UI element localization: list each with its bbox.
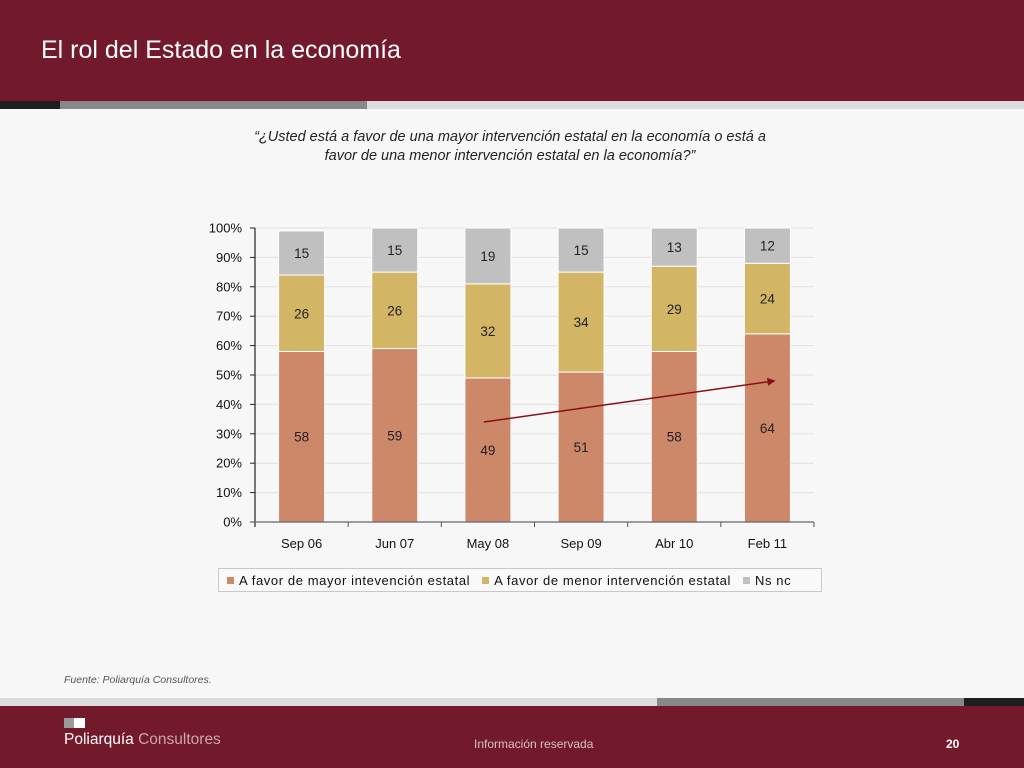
x-tick-label: Feb 11: [748, 536, 788, 551]
header-stripe-gray: [60, 101, 367, 109]
survey-question: “¿Usted está a favor de una mayor interv…: [200, 128, 820, 166]
chart-legend: A favor de mayor intevención estatal A f…: [218, 568, 822, 592]
x-tick-labels: Sep 06 Jun 07 May 08 Sep 09 Abr 10 Feb 11: [281, 536, 787, 551]
question-line-2: favor de una menor intervención estatal …: [324, 148, 696, 164]
bar-data-label: 64: [760, 421, 776, 436]
bar-segment: [557, 371, 605, 523]
y-tick-label: 80%: [216, 279, 242, 294]
question-line-1: “¿Usted está a favor de una mayor interv…: [254, 129, 766, 145]
bar-data-label: 15: [387, 243, 402, 258]
company-logo: Poliarquía Consultores: [64, 731, 221, 749]
page-number: 20: [946, 737, 960, 751]
bar-segment: [650, 350, 698, 523]
bar-segment: [371, 271, 419, 350]
y-tick-label: 40%: [216, 397, 242, 412]
bar-data-label: 26: [294, 306, 309, 321]
x-tick-label: Sep 06: [281, 536, 322, 551]
bar-segment: [557, 271, 605, 373]
x-tick-label: Jun 07: [375, 536, 414, 551]
bar-data-label: 19: [480, 249, 495, 264]
y-tick-label: 30%: [216, 426, 242, 441]
x-tick-label: Abr 10: [655, 536, 693, 551]
header-stripe-dark: [0, 101, 60, 109]
legend-item-mayor: A favor de mayor intevención estatal: [227, 573, 470, 588]
legend-swatch-menor: [482, 576, 490, 584]
gridlines: [255, 227, 814, 494]
legend-swatch-nsnc: [743, 576, 750, 584]
header-stripe-light: [367, 101, 1024, 109]
legend-label-mayor: A favor de mayor intevención estatal: [239, 572, 471, 588]
logo-square-white-icon: [74, 718, 85, 728]
bar-segment: [650, 265, 698, 352]
bar-data-label: 13: [667, 240, 682, 255]
header-bar: El rol del Estado en la economía: [0, 0, 1024, 101]
footer-bar: [0, 706, 1024, 768]
axes: [250, 227, 815, 527]
bar-segment: [464, 227, 512, 285]
bar-labels: 58 26 15 59 26 15 49 32 19 51 34 15 58 29 13 64 24 12: [294, 239, 775, 458]
trend-arrow: [483, 377, 776, 423]
bar-data-label: 15: [574, 243, 589, 258]
bar-segment: [743, 227, 791, 264]
bars: [278, 227, 791, 523]
bar-data-label: 29: [667, 302, 682, 317]
legend-label-menor: A favor de menor intervención estatal: [494, 572, 731, 588]
y-tick-label: 50%: [216, 368, 242, 383]
legend-item-menor: A favor de menor intervención estatal: [482, 573, 731, 588]
bar-segment: [464, 283, 512, 379]
bar-data-label: 15: [294, 246, 309, 261]
bar-segment: [371, 227, 419, 273]
confidential-note: Información reservada: [474, 737, 594, 751]
bar-segment: [743, 333, 791, 523]
footer-stripe-dark: [964, 698, 1024, 706]
logo-text-bold: Poliarquía: [64, 731, 134, 748]
page-title: El rol del Estado en la economía: [41, 36, 401, 64]
legend-item-nsnc: Ns nc: [743, 573, 791, 588]
source-note: Fuente: Poliarquía Consultores.: [64, 674, 212, 686]
bar-data-label: 32: [480, 324, 495, 339]
bar-segment: [278, 274, 326, 352]
bar-segment: [557, 227, 605, 273]
legend-swatch-mayor: [227, 576, 234, 584]
legend-label-nsnc: Ns nc: [755, 572, 792, 588]
logo-text-light: Consultores: [133, 731, 221, 748]
x-tick-label: Sep 09: [560, 536, 601, 551]
bar-segment: [371, 348, 419, 523]
footer-stripe-gray: [657, 698, 964, 706]
y-tick-label: 90%: [216, 250, 242, 265]
bar-segment: [278, 230, 326, 276]
bar-data-label: 51: [574, 440, 589, 455]
bar-data-label: 34: [574, 315, 590, 330]
bar-data-label: 58: [667, 430, 682, 445]
x-tick-label: May 08: [467, 536, 510, 551]
y-tick-label: 20%: [216, 456, 242, 471]
bar-data-label: 49: [480, 443, 495, 458]
logo-square-gray-icon: [64, 718, 74, 728]
y-tick-label: 60%: [216, 338, 242, 353]
y-tick-label: 100%: [209, 221, 243, 236]
y-tick-label: 10%: [216, 485, 242, 500]
trend-annotation: [483, 377, 776, 423]
y-tick-labels: 0% 10% 20% 30% 40% 50% 60% 70% 80% 90% 100%: [209, 221, 243, 530]
bar-data-label: 59: [387, 428, 402, 443]
footer-stripe-light: [0, 698, 657, 706]
y-tick-label: 70%: [216, 309, 242, 324]
bar-data-label: 24: [760, 292, 776, 307]
bar-data-label: 58: [294, 430, 309, 445]
y-tick-label: 0%: [223, 515, 242, 530]
bar-data-label: 12: [760, 239, 775, 254]
bar-segment: [650, 227, 698, 267]
bar-data-label: 26: [387, 303, 402, 318]
